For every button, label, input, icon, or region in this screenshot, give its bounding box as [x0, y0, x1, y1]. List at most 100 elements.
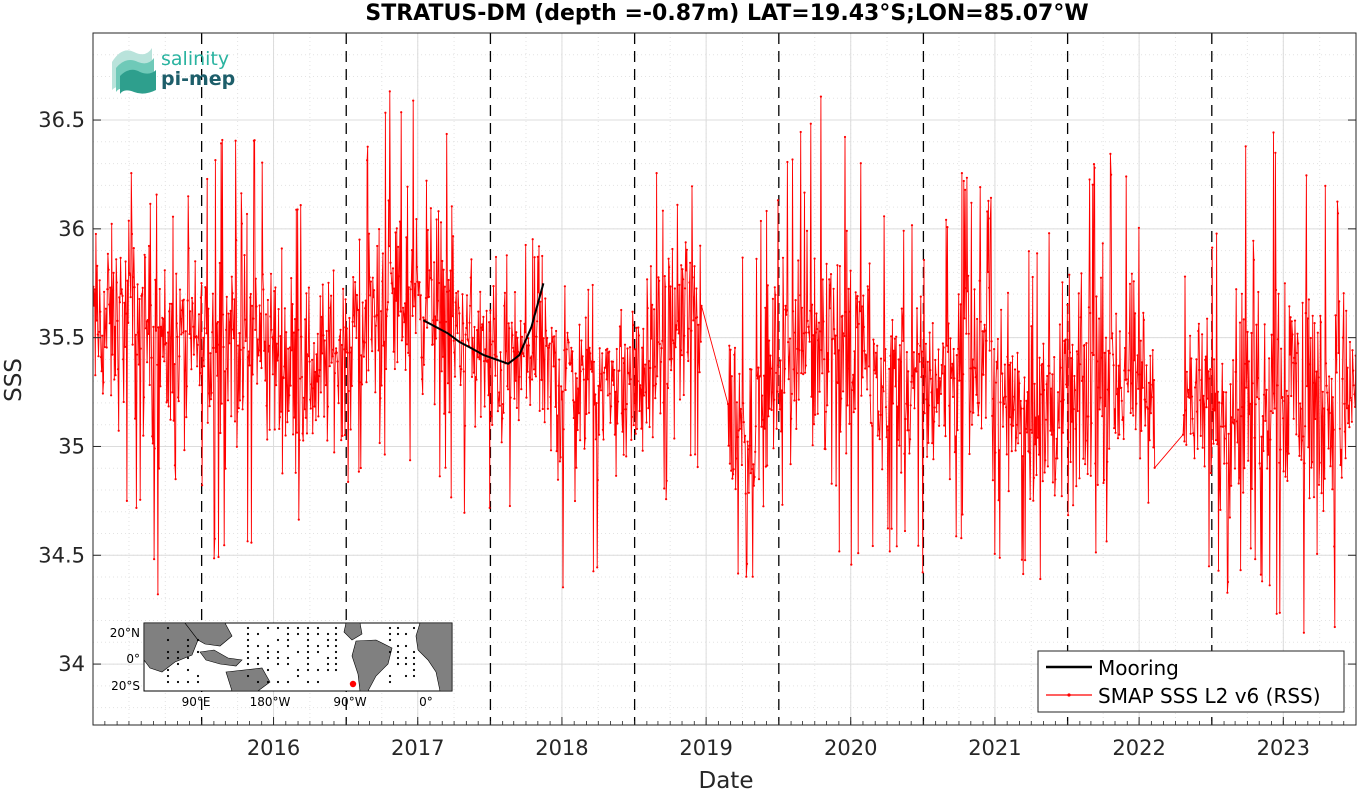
series-point-smap — [1009, 361, 1012, 364]
series-point-smap — [824, 448, 827, 451]
series-point-smap — [1318, 461, 1321, 464]
series-point-smap — [616, 422, 619, 425]
series-point-smap — [110, 394, 113, 397]
series-point-smap — [1008, 416, 1012, 419]
series-point-smap — [1242, 318, 1245, 321]
series-point-smap — [881, 386, 885, 389]
series-point-smap — [1079, 316, 1082, 319]
series-point-smap — [1263, 323, 1266, 326]
series-point-smap — [192, 325, 195, 328]
series-point-smap — [460, 339, 463, 342]
series-point-smap — [1242, 491, 1245, 494]
series-point-smap — [508, 327, 511, 330]
series-point-smap — [775, 371, 778, 374]
series-point-smap — [1195, 358, 1198, 361]
series-point-smap — [156, 363, 159, 366]
series-point-smap — [890, 527, 893, 530]
series-point-smap — [635, 326, 638, 329]
series-point-smap — [1096, 360, 1099, 363]
series-point-smap — [109, 286, 112, 289]
map-mooring-dot — [412, 650, 416, 654]
series-point-smap — [739, 407, 742, 411]
series-point-smap — [879, 357, 883, 360]
series-point-smap — [556, 478, 560, 481]
series-point-smap — [516, 336, 519, 339]
series-point-smap — [984, 329, 987, 332]
series-point-smap — [737, 429, 740, 432]
series-point-smap — [487, 394, 490, 397]
series-point-smap — [890, 335, 893, 338]
series-point-smap — [435, 218, 438, 221]
series-point-smap — [797, 398, 800, 401]
series-point-smap — [1350, 399, 1353, 402]
series-point-smap — [558, 460, 562, 463]
series-point-smap — [391, 267, 395, 270]
series-point-smap — [755, 257, 758, 260]
series-point-smap — [142, 396, 146, 399]
series-point-smap — [248, 364, 251, 367]
series-point-smap — [325, 329, 328, 333]
series-point-smap — [1018, 432, 1022, 435]
series-point-smap — [648, 425, 651, 429]
map-mooring-dot — [306, 650, 310, 654]
series-point-smap — [1095, 295, 1098, 298]
series-point-smap — [590, 360, 593, 363]
series-point-smap — [1302, 435, 1305, 438]
series-point-smap — [1053, 494, 1056, 497]
series-point-smap — [1247, 459, 1250, 462]
series-point-smap — [884, 348, 887, 351]
series-point-smap — [553, 335, 556, 338]
series-point-smap — [139, 347, 142, 350]
series-point-smap — [209, 398, 213, 401]
series-point-smap — [135, 506, 138, 509]
series-point-smap — [520, 335, 524, 338]
series-point-smap — [407, 286, 410, 289]
series-point-smap — [804, 364, 807, 367]
map-mooring-dot — [276, 650, 280, 654]
x-tick-labels: 2016 2017 2018 2019 2020 2021 2022 2023 — [247, 736, 1310, 760]
series-point-smap — [1264, 419, 1267, 422]
series-point-smap — [206, 421, 209, 424]
series-point-smap — [224, 467, 227, 470]
map-mooring-dot — [186, 668, 190, 672]
series-point-smap — [452, 339, 455, 342]
series-point-smap — [570, 346, 573, 349]
series-point-smap — [1311, 314, 1314, 317]
series-point-smap — [146, 361, 149, 364]
series-point-smap — [1334, 314, 1337, 317]
series-point-smap — [751, 575, 754, 578]
series-point-smap — [1127, 369, 1130, 372]
series-point-smap — [195, 335, 198, 338]
series-point-smap — [917, 352, 921, 356]
series-point-smap — [1247, 360, 1250, 363]
series-point-smap — [425, 179, 428, 182]
series-point-smap — [355, 336, 358, 339]
map-mooring-dot — [286, 632, 290, 636]
series-point-smap — [1300, 439, 1304, 442]
series-point-smap — [762, 505, 765, 508]
series-point-smap — [1182, 433, 1185, 436]
map-mooring-dot — [306, 668, 310, 672]
series-point-smap — [1113, 427, 1116, 430]
series-point-smap — [113, 378, 116, 381]
series-point-smap — [740, 463, 744, 467]
series-point-smap — [1132, 280, 1135, 283]
series-point-smap — [533, 256, 536, 259]
series-point-smap — [540, 378, 543, 381]
series-point-smap — [771, 297, 775, 300]
series-point-smap — [117, 429, 120, 432]
series-point-smap — [1306, 317, 1309, 320]
map-mooring-dot — [316, 680, 320, 684]
series-point-smap — [950, 376, 953, 379]
series-point-smap — [584, 437, 587, 440]
series-point-smap — [673, 287, 677, 290]
series-point-smap — [210, 391, 213, 394]
series-point-smap — [690, 329, 693, 332]
map-mooring-dot — [276, 638, 280, 642]
series-point-smap — [303, 408, 306, 411]
series-point-smap — [119, 256, 122, 259]
series-point-smap — [938, 424, 941, 427]
series-point-smap — [321, 283, 324, 286]
map-mooring-dot — [246, 644, 250, 648]
series-point-smap — [444, 466, 447, 469]
